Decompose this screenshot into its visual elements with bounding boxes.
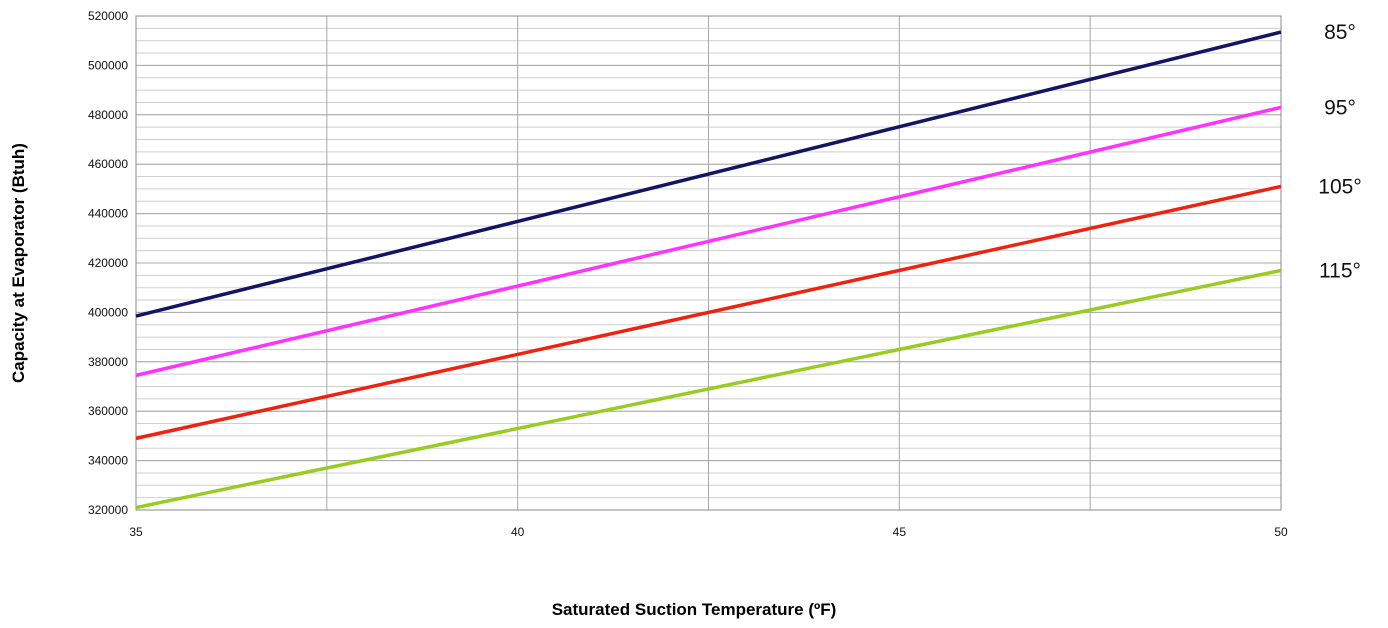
series-line [135,268,1282,510]
y-tick-label: 460000 [88,157,128,171]
series-line [135,184,1282,441]
series-label: 95° [1324,96,1356,119]
y-tick-label: 360000 [88,404,128,418]
y-tick-label: 340000 [88,454,128,468]
x-tick-label: 40 [511,525,525,539]
y-tick-label: 500000 [88,58,128,72]
x-tick-label: 35 [129,525,143,539]
y-tick-label: 440000 [88,207,128,221]
x-tick-label: 50 [1274,525,1288,539]
series-labels: 85° 95° 105° 115° [1318,21,1361,282]
plot-border [135,15,1282,511]
series-line [135,105,1282,378]
y-axis-ticks: 320000 340000 360000 380000 400000 420000 4400… [88,9,128,517]
x-axis-ticks: 35 40 45 50 [129,525,1288,539]
y-tick-label: 480000 [88,108,128,122]
x-tick-label: 45 [893,525,907,539]
y-tick-label: 400000 [88,305,128,319]
y-tick-label: 380000 [88,355,128,369]
y-tick-label: 520000 [88,9,128,23]
series-label: 115° [1319,259,1361,282]
y-axis-title: Capacity at Evaporator (Btuh) [9,143,28,383]
series-line [135,30,1282,318]
y-tick-label: 320000 [88,503,128,517]
series-label: 105° [1318,175,1361,198]
y-tick-label: 420000 [88,256,128,270]
series-lines [135,30,1282,510]
x-axis-title: Saturated Suction Temperature (ºF) [552,600,837,619]
series-label: 85° [1324,21,1356,44]
